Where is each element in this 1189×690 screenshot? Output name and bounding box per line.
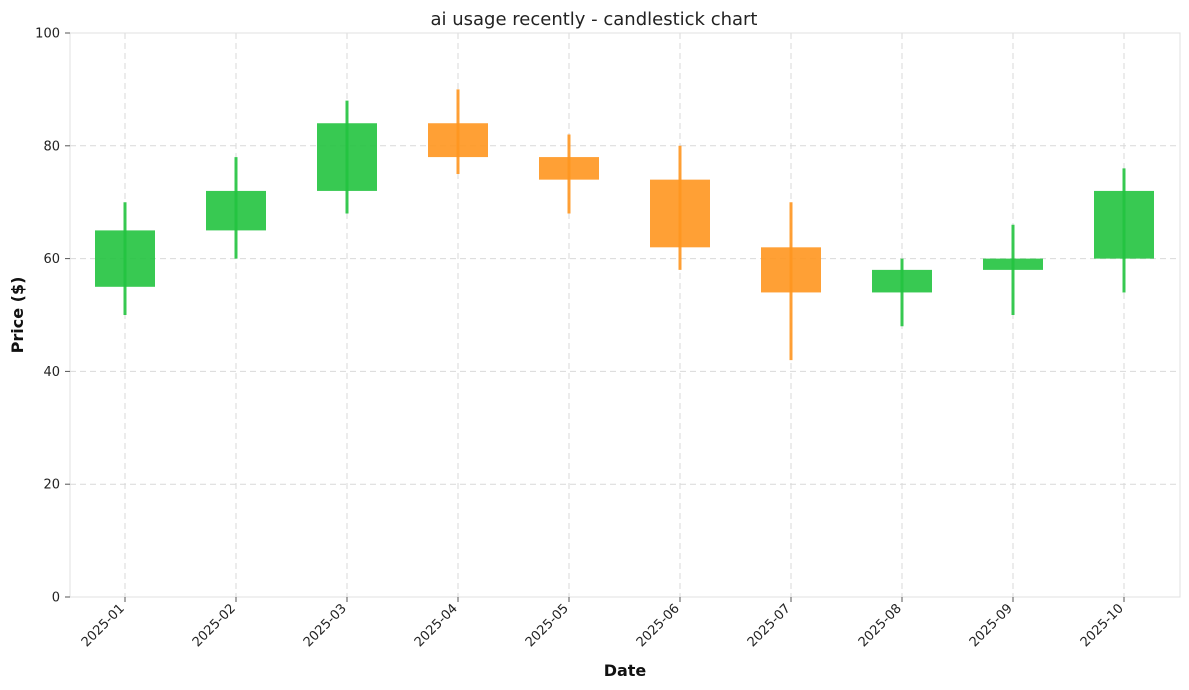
candles-layer — [95, 89, 1154, 361]
ticks-layer: 0 20 40 60 80 100 2025-01 2025-02 2025-03 2025-04… — [35, 27, 1127, 651]
y-axis-label: Price ($) — [8, 277, 27, 354]
y-tick-label: 100 — [35, 27, 60, 42]
candle-body — [95, 230, 155, 287]
x-tick-label: 2025-06 — [634, 601, 683, 650]
candle-body — [983, 258, 1043, 270]
x-tick-label: 2025-05 — [523, 601, 572, 650]
candle-body — [1094, 190, 1154, 259]
x-tick-label: 2025-02 — [190, 601, 239, 650]
x-tick-label: 2025-04 — [412, 601, 461, 650]
y-tick-label: 20 — [43, 478, 60, 493]
x-tick-label: 2025-07 — [745, 601, 794, 650]
x-tick-label: 2025-08 — [856, 601, 905, 650]
x-tick-label: 2025-09 — [967, 601, 1016, 650]
plot-frame — [69, 32, 1181, 598]
candle-body — [539, 157, 599, 180]
chart-title: ai usage recently - candlestick chart — [430, 9, 757, 30]
axes-layer — [69, 32, 1181, 598]
y-tick-label: 0 — [52, 591, 60, 606]
candle-body — [317, 123, 377, 191]
y-tick-label: 80 — [43, 139, 60, 154]
x-tick-label: 2025-01 — [79, 601, 128, 650]
y-tick-label: 40 — [43, 365, 60, 380]
candle-body — [428, 123, 488, 158]
candle-body — [761, 247, 821, 293]
candle-body — [650, 179, 710, 248]
candle-body — [872, 269, 932, 293]
candle-body — [206, 190, 266, 231]
x-tick-label: 2025-03 — [301, 601, 350, 650]
x-tick-label: 2025-10 — [1078, 601, 1127, 650]
y-tick-label: 60 — [43, 252, 60, 267]
x-axis-label: Date — [604, 661, 647, 680]
